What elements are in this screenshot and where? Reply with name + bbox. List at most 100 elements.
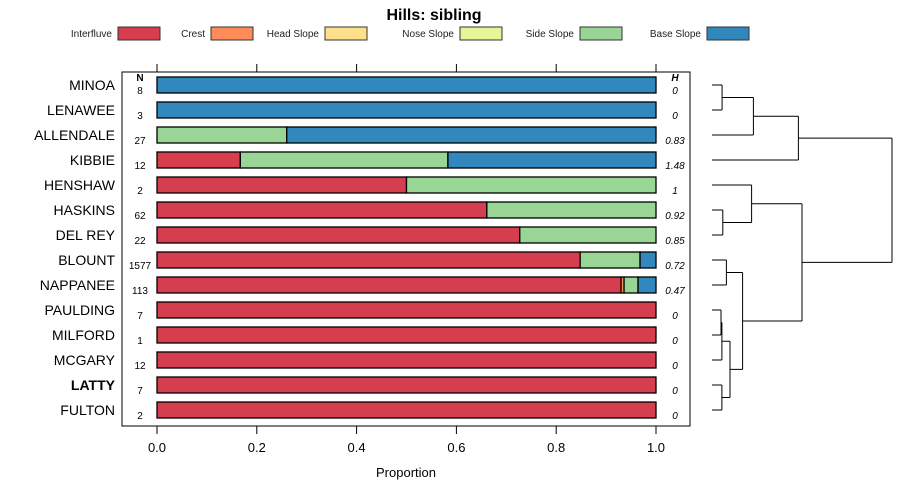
n-value: 12: [134, 361, 146, 372]
row-label: HASKINS: [54, 202, 115, 218]
bar-segment-side-slope: [486, 201, 657, 219]
h-header: H: [671, 73, 679, 84]
bar-segment-interfluve: [156, 351, 657, 369]
bar-row: ALLENDALE 27 0.83: [34, 126, 685, 147]
bar-row: HASKINS 62 0.92: [54, 201, 685, 222]
bar-segment-interfluve: [156, 151, 241, 169]
n-value: 1577: [129, 261, 152, 272]
row-label: NAPPANEE: [40, 277, 115, 293]
row-label: KIBBIE: [70, 152, 115, 168]
n-value: 7: [137, 386, 143, 397]
h-value: 0.83: [665, 136, 685, 147]
h-value: 0.47: [665, 286, 685, 297]
bar-row: HENSHAW 2 1: [44, 176, 678, 197]
n-value: 27: [134, 136, 146, 147]
bar-row: DEL REY 22 0.85: [56, 226, 685, 247]
bar-segment-interfluve: [156, 201, 488, 219]
bar-segment-side-slope: [405, 176, 657, 194]
h-value: 0.92: [665, 211, 685, 222]
legend-swatch: [324, 26, 368, 41]
legend-label: Interfluve: [71, 29, 113, 40]
bar-row: NAPPANEE 113 0.47: [40, 276, 685, 297]
bar-row: FULTON 2 0: [60, 401, 678, 422]
n-value: 1: [137, 336, 143, 347]
bar-segment-interfluve: [156, 326, 657, 344]
x-axis-label: Proportion: [376, 465, 436, 480]
legend-label: Crest: [181, 29, 205, 40]
n-value: 7: [137, 311, 143, 322]
bar-row: KIBBIE 12 1.48: [70, 151, 685, 172]
n-value: 8: [137, 86, 143, 97]
legend-label: Nose Slope: [402, 29, 454, 40]
bar-segment-side-slope: [156, 126, 288, 144]
h-value: 0: [672, 386, 678, 397]
h-value: 0: [672, 311, 678, 322]
bar-segment-base-slope: [637, 276, 657, 294]
bar-segment-base-slope: [156, 76, 657, 94]
row-label: LENAWEE: [47, 102, 115, 118]
x-tick-label: 1.0: [647, 440, 665, 455]
n-value: 2: [137, 186, 143, 197]
legend-swatch: [459, 26, 503, 41]
x-tick-label: 0.0: [148, 440, 166, 455]
x-tick-label: 0.8: [547, 440, 565, 455]
h-value: 1: [672, 186, 678, 197]
bar-segment-side-slope: [519, 226, 657, 244]
bar-row: BLOUNT 1577 0.72: [58, 251, 685, 272]
row-label: MCGARY: [54, 352, 116, 368]
n-value: 2: [137, 411, 143, 422]
bar-segment-interfluve: [156, 226, 521, 244]
h-value: 0: [672, 86, 678, 97]
chart-title: Hills: sibling: [386, 7, 481, 24]
bar-segment-base-slope: [447, 151, 657, 169]
legend-swatch: [706, 26, 750, 41]
row-label: LATTY: [71, 377, 116, 393]
dendrogram: [712, 84, 893, 411]
bar-segment-base-slope: [156, 101, 657, 119]
h-value: 0: [672, 336, 678, 347]
legend-swatch: [117, 26, 161, 41]
h-value: 0: [672, 411, 678, 422]
h-value: 1.48: [665, 161, 685, 172]
x-tick-label: 0.4: [348, 440, 366, 455]
bar-row: MILFORD 1 0: [52, 326, 678, 347]
h-value: 0.85: [665, 236, 685, 247]
bar-segment-interfluve: [156, 251, 581, 269]
bar-segment-interfluve: [156, 176, 408, 194]
row-label: PAULDING: [44, 302, 115, 318]
legend-label: Base Slope: [650, 29, 702, 40]
x-tick-label: 0.6: [447, 440, 465, 455]
legend-label: Side Slope: [526, 29, 575, 40]
n-value: 62: [134, 211, 146, 222]
n-value: 12: [134, 161, 146, 172]
bar-segment-side-slope: [623, 276, 639, 294]
legend-swatch: [210, 26, 254, 41]
row-label: ALLENDALE: [34, 127, 115, 143]
n-value: 3: [137, 111, 143, 122]
legend-swatch: [579, 26, 623, 41]
legend-label: Head Slope: [267, 29, 320, 40]
h-value: 0: [672, 361, 678, 372]
row-label: FULTON: [60, 402, 115, 418]
row-label: BLOUNT: [58, 252, 115, 268]
x-axis: 0.0 0.2 0.4 0.6 0.8 1.0: [148, 64, 665, 455]
bar-segment-base-slope: [639, 251, 657, 269]
row-label: MINOA: [69, 77, 116, 93]
bar-segment-interfluve: [156, 401, 657, 419]
n-value: 113: [132, 286, 148, 297]
legend: Interfluve Crest Head Slope Nose Slope Side …: [71, 26, 750, 41]
n-header: N: [136, 73, 143, 84]
h-value: 0: [672, 111, 678, 122]
bar-row: LATTY 7 0: [71, 376, 678, 397]
bar-segment-interfluve: [156, 276, 622, 294]
bar-segment-interfluve: [156, 376, 657, 394]
bar-segment-side-slope: [579, 251, 641, 269]
bar-segment-side-slope: [239, 151, 449, 169]
row-label: MILFORD: [52, 327, 115, 343]
bar-row: PAULDING 7 0: [44, 301, 678, 322]
row-label: DEL REY: [56, 227, 116, 243]
bar-row: LENAWEE 3 0: [47, 101, 678, 122]
bar-row: MCGARY 12 0: [54, 351, 678, 372]
h-value: 0.72: [665, 261, 685, 272]
